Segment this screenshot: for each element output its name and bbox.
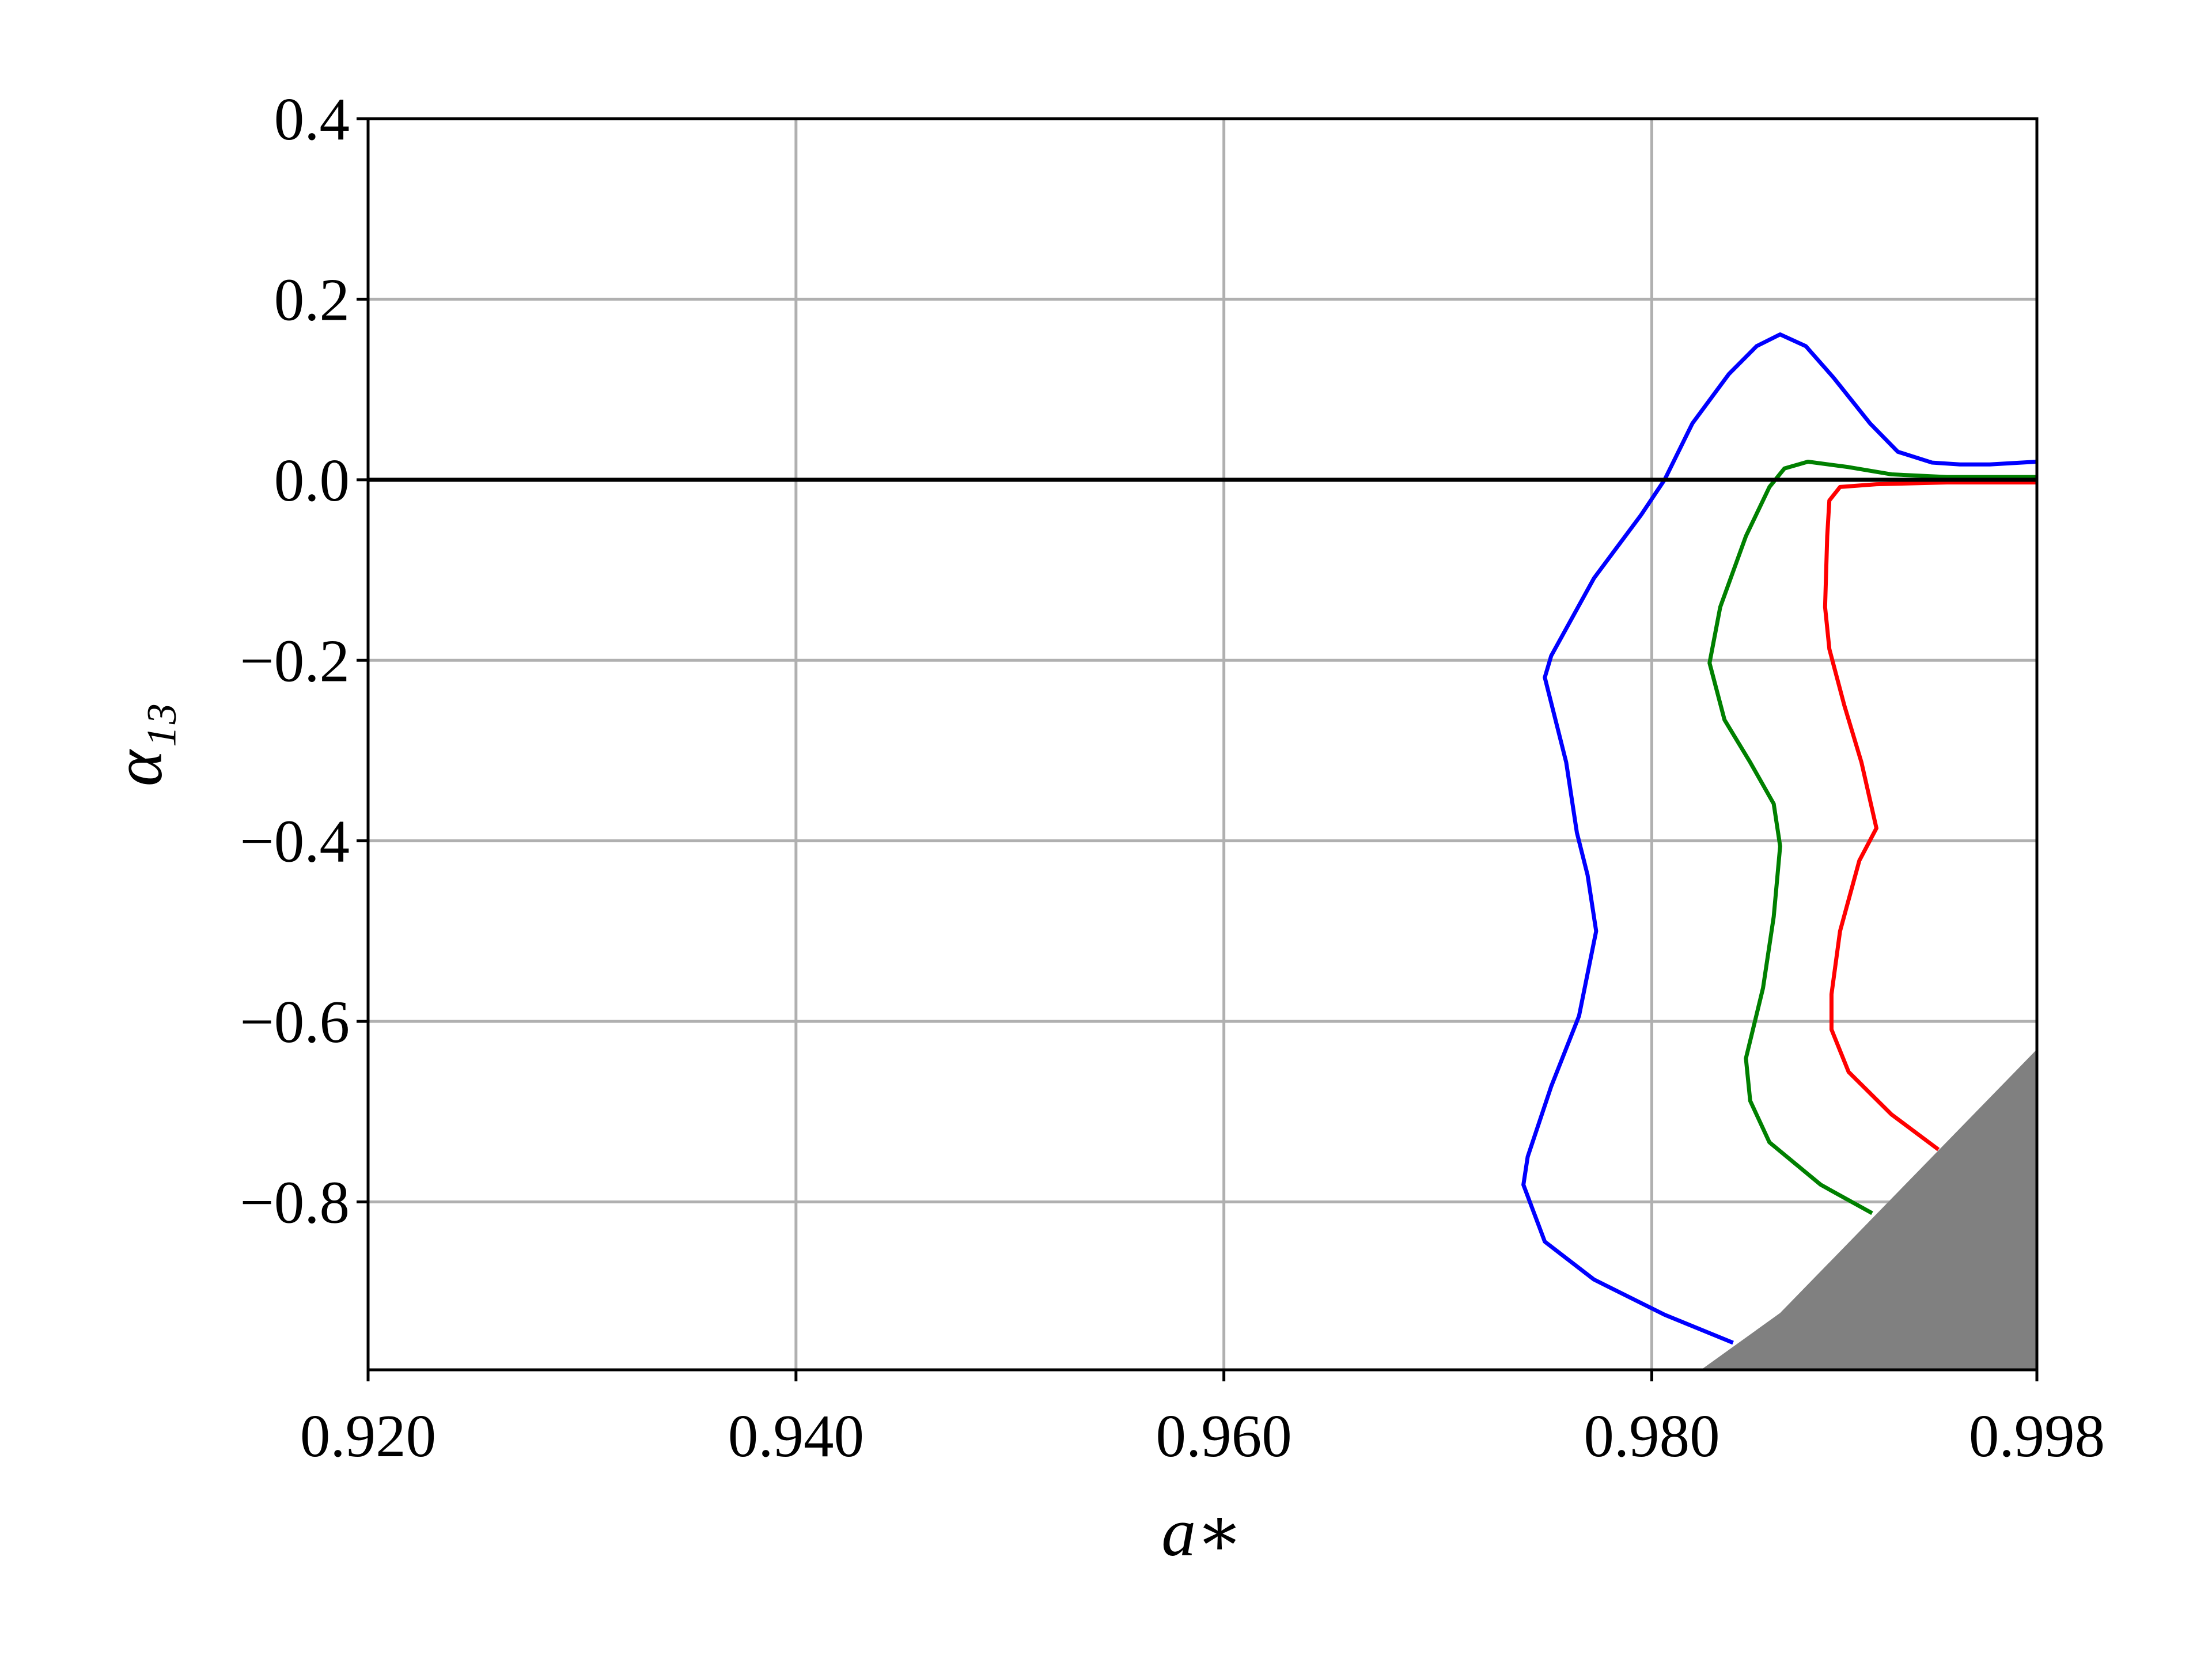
y-axis-label: α₁₃ [100,702,176,786]
y-tick-label: −0.2 [240,627,350,694]
x-tick-label: 0.920 [300,1402,436,1469]
x-tick-label: 0.998 [1969,1402,2105,1469]
y-tick-label: 0.2 [274,266,350,333]
y-tick-label: −0.4 [240,808,350,875]
contour-line [1707,459,2037,1215]
y-tick-label: −0.8 [240,1169,350,1236]
y-tick-label: 0.4 [274,85,350,153]
x-tick-label: 0.940 [728,1402,864,1469]
x-axis-label: a∗ [1161,1494,1243,1570]
forbidden-region [1700,1049,2037,1370]
y-tick-label: −0.6 [240,988,350,1055]
plot-frame [366,117,2039,1372]
y-tick-label: 0.0 [274,446,350,514]
x-tick-label: 0.960 [1156,1402,1292,1469]
contour-line [1521,332,2037,1345]
contour-line [1823,480,2037,1152]
x-tick-label: 0.980 [1584,1402,1719,1469]
